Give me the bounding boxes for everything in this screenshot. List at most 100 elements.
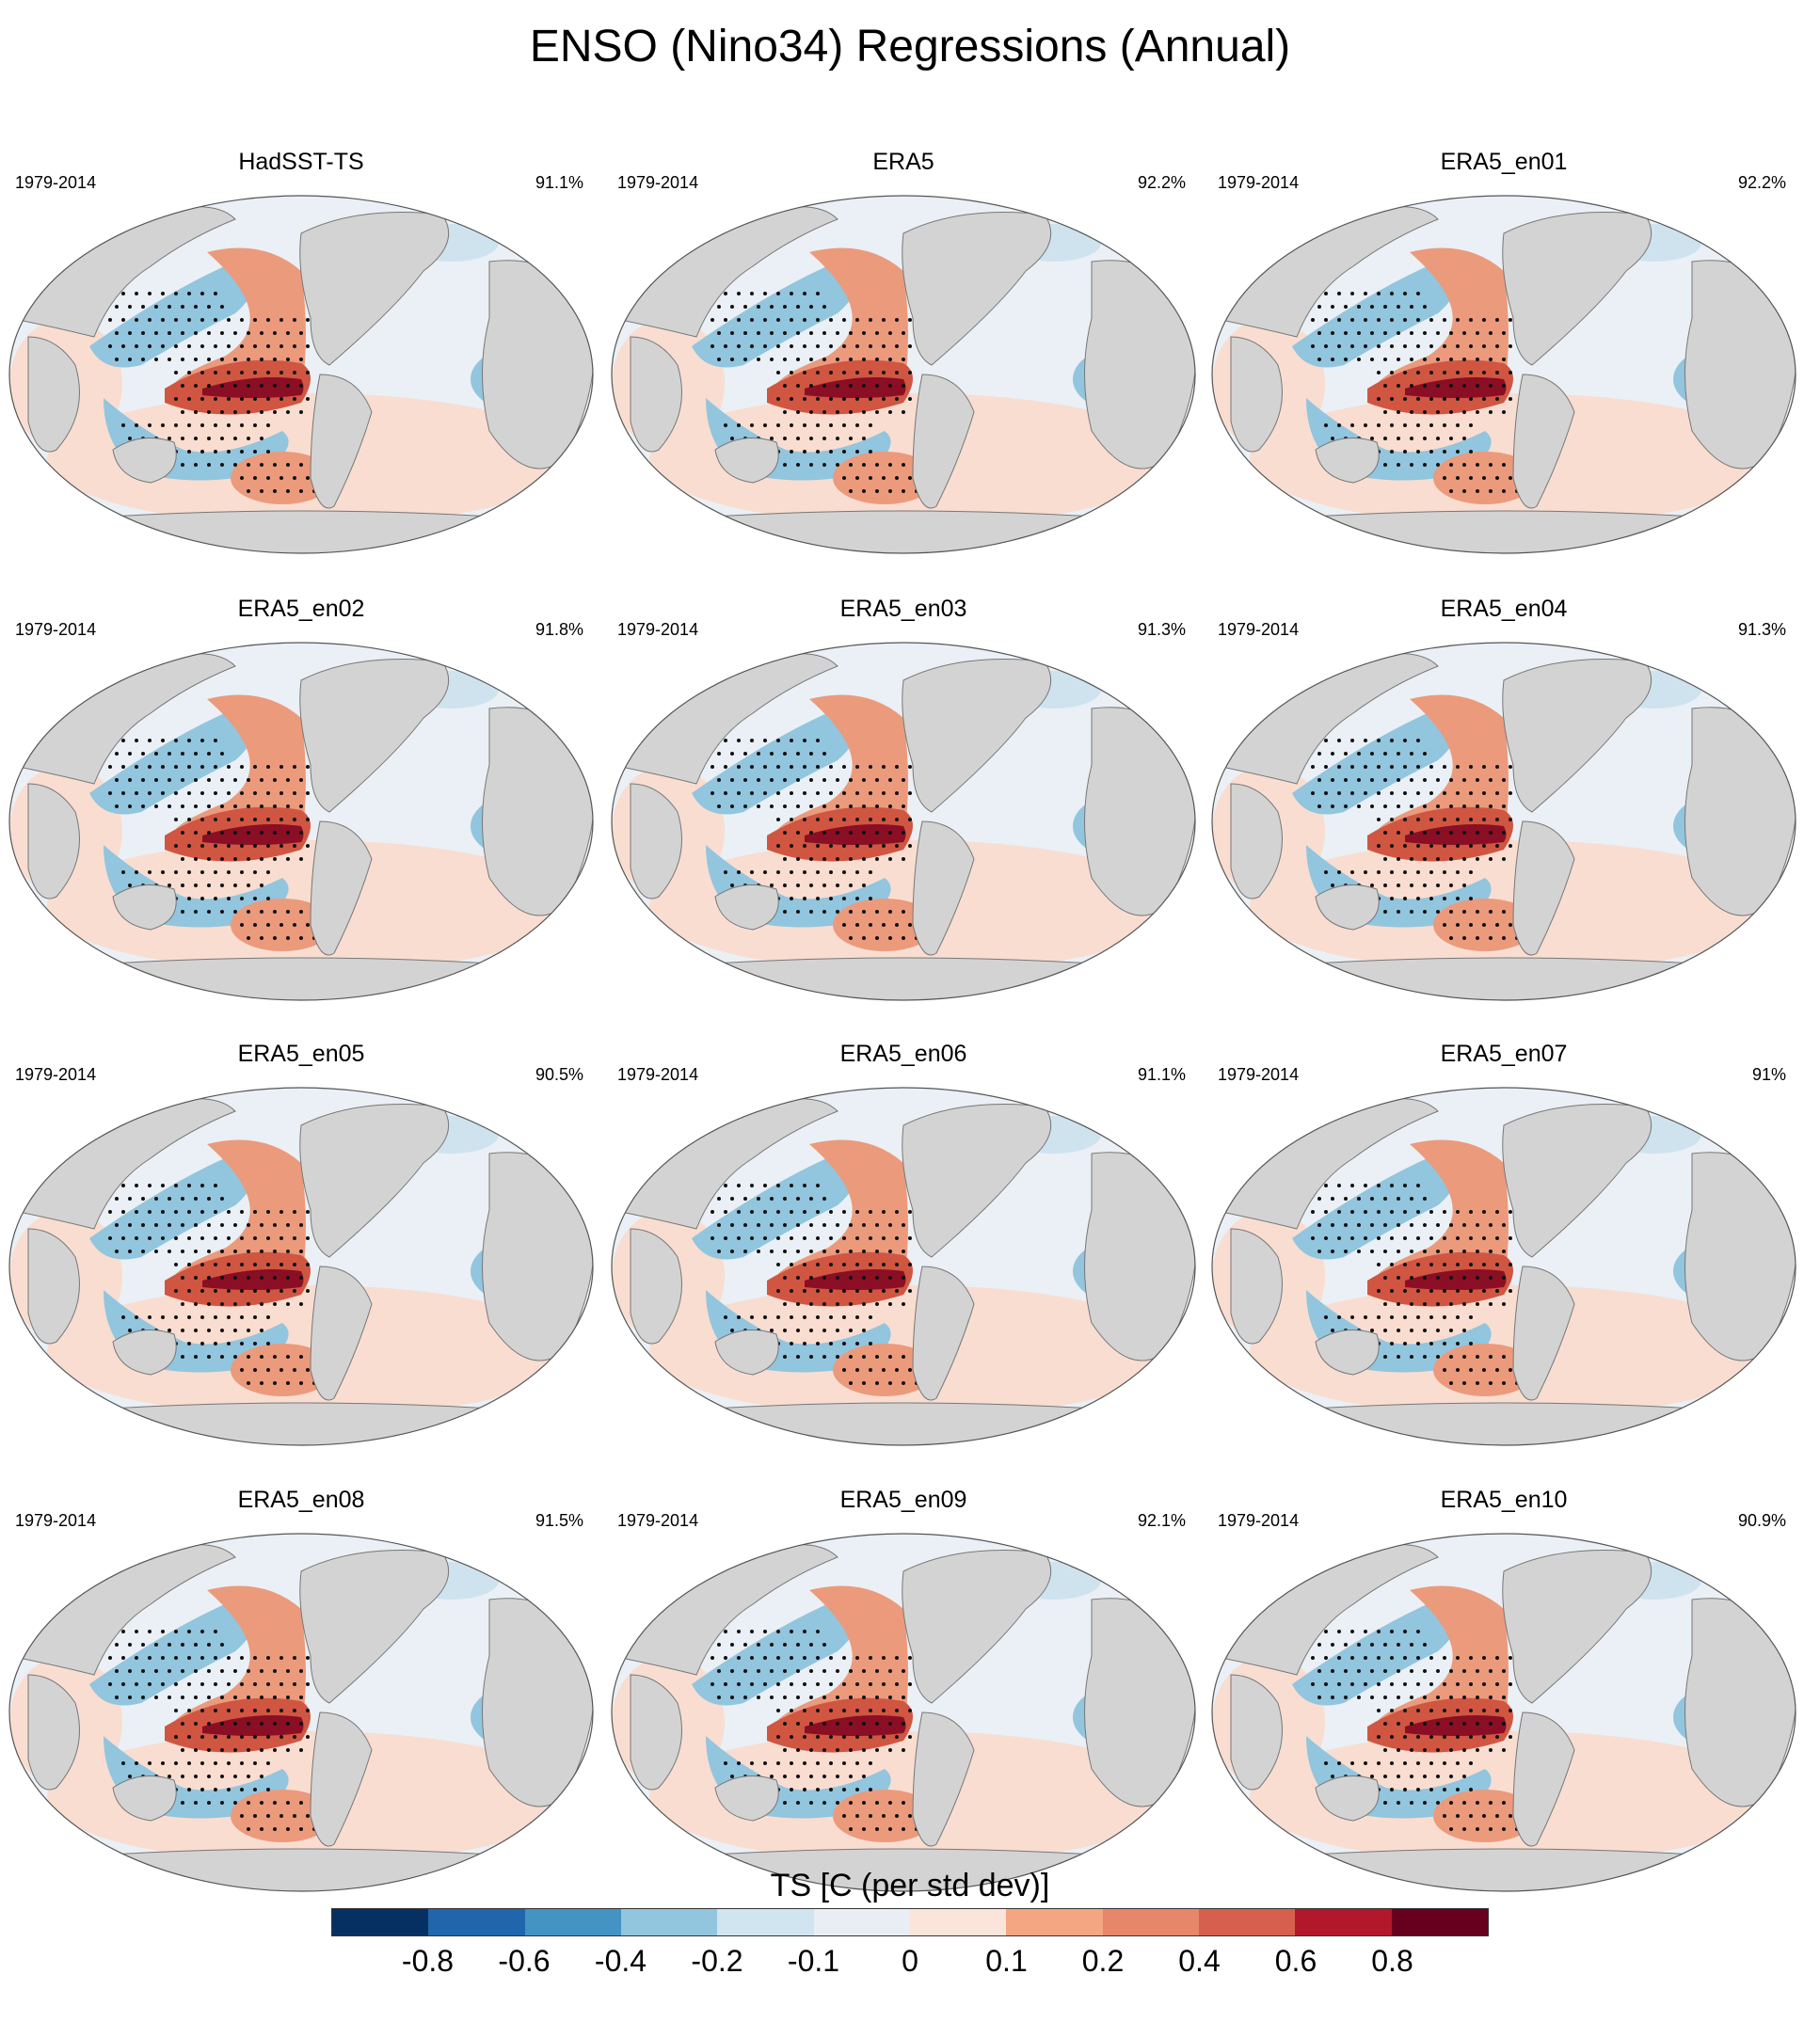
colorbar-box	[813, 1909, 910, 1935]
map-border	[611, 1533, 1196, 1892]
panel-title: ERA5_en07	[1440, 1041, 1568, 1067]
map-field	[612, 643, 1195, 1000]
map-border	[8, 195, 594, 554]
panel-period: 1979-2014	[15, 173, 97, 192]
colorbar-tick-label: -0.6	[498, 1944, 551, 1978]
panel-title: ERA5_en01	[1440, 149, 1568, 175]
warm-anomaly-core	[1405, 376, 1507, 398]
panel-title: ERA5_en04	[1440, 596, 1568, 622]
panel-title: ERA5_en06	[839, 1041, 967, 1067]
map-field	[9, 1088, 593, 1445]
map-field	[1212, 643, 1796, 1000]
land-mass	[1230, 783, 1283, 900]
map-svg	[8, 642, 594, 1001]
map-field	[1212, 1088, 1796, 1445]
warm-anomaly-core	[805, 376, 906, 398]
land-mass	[27, 1228, 80, 1345]
land-mass	[112, 1329, 177, 1376]
cool-anomaly	[1292, 1154, 1457, 1260]
land-mass	[630, 1228, 682, 1345]
land-mass	[9, 957, 593, 1000]
panel-percent: 92.2%	[1137, 173, 1186, 192]
map-svg	[8, 195, 594, 554]
map-panel: ERA5_en05 1979-2014 90.5%	[0, 1041, 602, 1473]
land-mass	[482, 260, 593, 470]
map-field	[1212, 1534, 1796, 1891]
land-mass	[1084, 1598, 1195, 1807]
panel-percent: 91.5%	[535, 1511, 583, 1530]
panel-title: ERA5_en05	[237, 1041, 365, 1067]
map-svg	[611, 642, 1196, 1001]
land-mass	[482, 707, 593, 916]
land-mass	[1502, 212, 1652, 366]
land-mass	[902, 1550, 1052, 1704]
panel-period: 1979-2014	[1218, 1065, 1300, 1084]
map-field	[612, 1534, 1195, 1891]
warm-anomaly-core	[202, 1714, 304, 1736]
map-svg	[8, 1087, 594, 1446]
land-mass	[1315, 884, 1380, 931]
land-mass	[1315, 1329, 1380, 1376]
land-mass	[902, 659, 1052, 813]
cool-anomaly	[1292, 262, 1457, 368]
land-mass	[912, 1266, 975, 1401]
land-mass	[1084, 260, 1195, 470]
land-mass	[1212, 957, 1796, 1000]
colorbar-box	[909, 1909, 1007, 1935]
map-border	[611, 642, 1196, 1001]
map-field	[612, 196, 1195, 553]
colorbar-tick-label: 0.4	[1178, 1944, 1221, 1978]
panel-title: HadSST-TS	[238, 149, 364, 175]
map-border	[611, 195, 1196, 554]
land-mass	[9, 1402, 593, 1445]
map-panel: ERA5_en10 1979-2014 90.9%	[1203, 1487, 1805, 1919]
panel-percent: 90.9%	[1737, 1511, 1786, 1530]
map-svg	[1211, 642, 1796, 1001]
colorbar-box	[620, 1909, 718, 1935]
map-panel: ERA5_en04 1979-2014 91.3%	[1203, 596, 1805, 1028]
warm-anomaly-core	[202, 376, 304, 398]
colorbar-tick-label: 0.6	[1274, 1944, 1317, 1978]
panel-period: 1979-2014	[617, 173, 699, 192]
map-svg	[1211, 1087, 1796, 1446]
cool-anomaly	[1292, 709, 1457, 815]
land-mass	[310, 374, 373, 509]
warm-anomaly-core	[805, 1714, 906, 1736]
colorbar	[331, 1908, 1489, 1936]
cool-anomaly	[692, 1154, 856, 1260]
map-svg	[611, 195, 1196, 554]
land-mass	[714, 1775, 779, 1822]
colorbar-box	[1102, 1909, 1199, 1935]
land-mass	[112, 438, 177, 484]
land-mass	[310, 1266, 373, 1401]
colorbar-tick-label: 0	[902, 1944, 918, 1978]
land-mass	[27, 1674, 80, 1791]
panel-title: ERA5_en02	[237, 596, 365, 622]
panel-percent: 92.2%	[1737, 173, 1786, 192]
land-mass	[902, 1104, 1052, 1258]
colorbar-tick-label: -0.8	[401, 1944, 455, 1978]
land-mass	[630, 1674, 682, 1791]
land-mass	[912, 1712, 975, 1847]
colorbar-box	[332, 1909, 429, 1935]
colorbar-box	[428, 1909, 525, 1935]
map-svg	[1211, 1533, 1796, 1892]
significance-stipple	[710, 739, 1162, 940]
land-mass	[1684, 1152, 1796, 1361]
panel-percent: 91.1%	[1137, 1065, 1186, 1084]
land-mass	[1512, 374, 1575, 509]
significance-stipple	[108, 292, 560, 493]
colorbar-title: TS [C (per std dev)]	[770, 1868, 1050, 1903]
map-field	[9, 1534, 593, 1891]
panel-period: 1979-2014	[1218, 620, 1300, 639]
land-mass	[27, 783, 80, 900]
map-panel: HadSST-TS 1979-2014 91.1%	[0, 149, 602, 581]
land-mass	[112, 1775, 177, 1822]
panel-period: 1979-2014	[15, 1065, 97, 1084]
land-mass	[1230, 1674, 1283, 1791]
map-border	[1211, 1533, 1796, 1892]
land-mass	[912, 374, 975, 509]
land-mass	[1315, 1775, 1380, 1822]
colorbar-box	[1198, 1909, 1296, 1935]
colorbar-tick-label: 0.1	[985, 1944, 1028, 1978]
